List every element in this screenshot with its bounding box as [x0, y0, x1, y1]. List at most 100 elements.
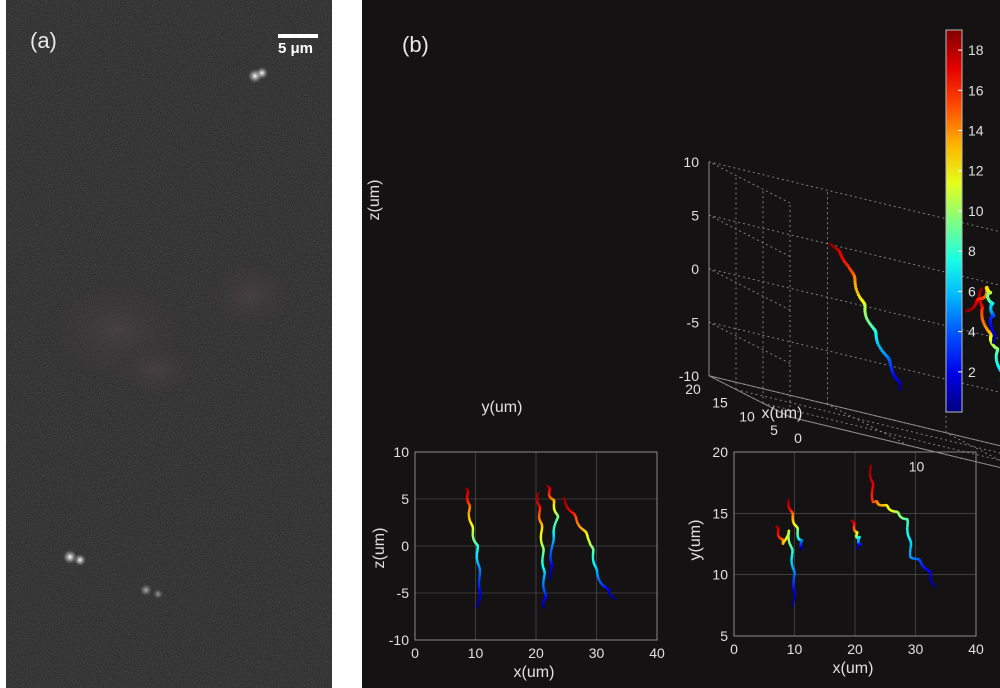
- panel-a-micrograph: (a) 5 μm: [6, 0, 332, 688]
- trajectory-point: [865, 316, 869, 320]
- scale-bar-label: 5 μm: [278, 40, 314, 57]
- y-tick-label: 20: [685, 381, 701, 397]
- cell-haze: [203, 257, 299, 333]
- trajectory-point: [799, 548, 802, 551]
- colorbar: [945, 29, 963, 413]
- axis-line: [708, 375, 1000, 447]
- trajectory-point: [909, 548, 912, 551]
- trajectory-point: [988, 321, 993, 325]
- trajectory-point: [467, 513, 471, 517]
- trajectory-point: [841, 257, 845, 261]
- trajectory-point: [478, 572, 482, 575]
- trajectory-point: [477, 581, 481, 584]
- y-axis-label: z(um): [371, 528, 388, 569]
- trajectory-point: [591, 555, 595, 559]
- y-tick-label: 5: [770, 422, 778, 438]
- x-tick-label: 40: [968, 641, 984, 657]
- trajectory-point: [476, 603, 479, 607]
- x-tick-label: 10: [909, 459, 925, 475]
- x-tick-label: 30: [908, 641, 924, 657]
- y-tick-label: 5: [720, 628, 728, 644]
- trajectory-point: [792, 582, 795, 586]
- trajectory-point: [877, 344, 881, 348]
- grid-line: [708, 161, 1000, 233]
- trajectory-point: [542, 584, 545, 587]
- colorbar-tick-label: 14: [968, 123, 984, 139]
- trajectory-point: [870, 491, 874, 495]
- x-tick-label: 20: [847, 641, 863, 657]
- y-tick-label: 15: [712, 505, 728, 521]
- trajectory-point: [908, 550, 912, 553]
- trajectory-point: [542, 606, 546, 609]
- trajectory-point: [548, 576, 551, 579]
- trajectory-point: [981, 319, 985, 323]
- y-axis-label: y(um): [687, 520, 704, 561]
- colorbar-tick-label: 16: [968, 82, 984, 98]
- grid-line: [789, 416, 1000, 468]
- scale-bar: [278, 34, 318, 38]
- z-tick-label: -5: [687, 314, 700, 330]
- trajectory-point: [541, 558, 544, 562]
- trajectory-point: [856, 547, 859, 550]
- trajectory-point: [842, 260, 847, 264]
- trajectory-point: [853, 282, 857, 286]
- trajectory-point: [548, 578, 551, 581]
- y-tick-label: 5: [401, 491, 409, 507]
- trajectory-point: [980, 317, 985, 321]
- z-axis-label: z(um): [366, 180, 383, 221]
- trajectory-point: [549, 557, 552, 561]
- y-tick-label: 20: [712, 444, 728, 460]
- x-tick-label: 0: [794, 430, 802, 446]
- trajectory-point: [613, 597, 616, 600]
- grid-line: [708, 214, 791, 257]
- y-tick-label: 10: [393, 444, 409, 460]
- particle-spot: [74, 554, 86, 566]
- y-tick-label: 0: [401, 538, 409, 554]
- cell-haze: [111, 340, 201, 400]
- colorbar-tick-label: 6: [968, 283, 976, 299]
- axis-line: [708, 375, 791, 418]
- trajectory-point: [906, 527, 909, 530]
- trajectory-point: [792, 581, 795, 584]
- trajectory-point: [475, 605, 479, 609]
- trajectory-point: [549, 551, 553, 554]
- x-tick-label: 0: [411, 645, 419, 661]
- trajectory-point: [478, 576, 481, 579]
- trajectory-point: [844, 262, 848, 266]
- x-tick-label: 10: [468, 645, 484, 661]
- trajectory-point: [878, 346, 883, 350]
- trajectory-point: [870, 493, 874, 497]
- grid-line: [945, 432, 1000, 461]
- y-axis-label: y(um): [482, 399, 523, 416]
- trajectory-point: [846, 264, 850, 268]
- axis-line: [789, 416, 1000, 469]
- trajectory-point: [467, 511, 471, 515]
- trajectory-point: [790, 557, 793, 561]
- trajectory-point: [542, 582, 545, 586]
- trajectory-point: [542, 580, 545, 584]
- colorbar-tick-label: 12: [968, 163, 984, 179]
- trajectory-point: [988, 318, 993, 322]
- trajectory-point: [478, 574, 481, 577]
- z-tick-label: -10: [679, 368, 699, 384]
- trajectory-point: [906, 525, 909, 528]
- colorbar-tick-label: 4: [968, 324, 976, 340]
- y-tick-label: 10: [712, 567, 728, 583]
- x-axis-label: x(um): [833, 660, 874, 677]
- particle-spot: [63, 550, 77, 564]
- x-axis-label: x(um): [514, 664, 555, 681]
- trajectory-point: [541, 557, 544, 560]
- trajectory-point: [854, 284, 858, 288]
- trajectory-point: [989, 323, 993, 327]
- trajectory-point: [475, 552, 479, 555]
- trajectory-point: [790, 559, 793, 563]
- grid-line: [708, 268, 791, 311]
- grid-line: [827, 403, 909, 446]
- particle-spot: [256, 67, 268, 79]
- y-tick-label: 10: [739, 408, 755, 424]
- particle-spot: [140, 584, 152, 596]
- z-tick-label: 10: [683, 154, 699, 170]
- trajectory-charts: 0102030405101520-10-50510x(um)y(um)z(um)…: [366, 29, 1000, 681]
- panel-a-label: (a): [30, 28, 57, 53]
- grid-line: [708, 214, 1000, 286]
